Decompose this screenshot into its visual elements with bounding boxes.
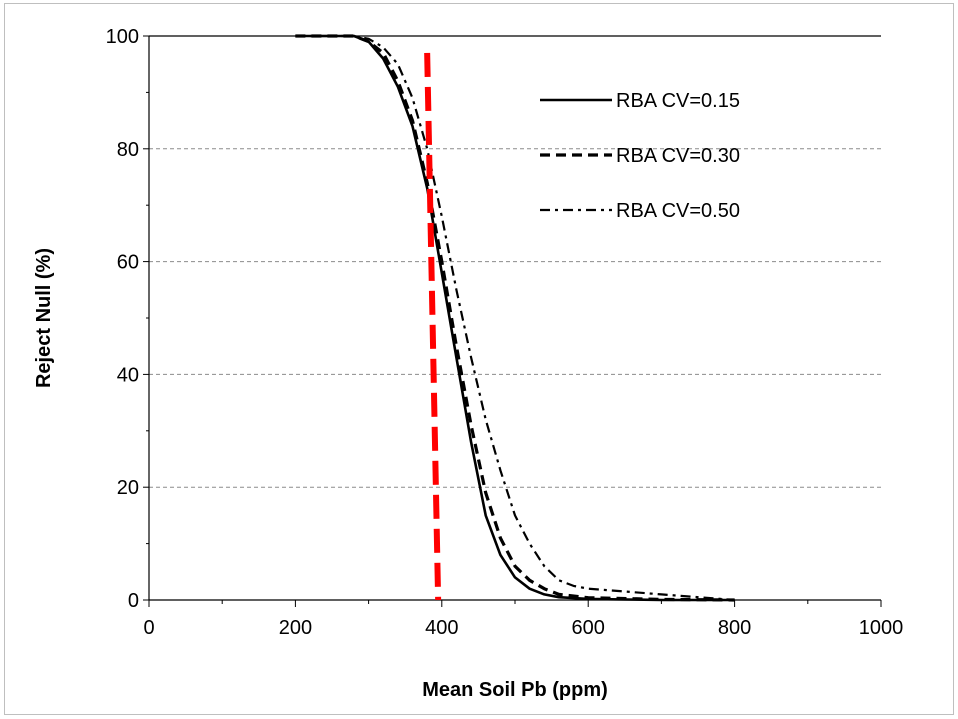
series-line-rba-cv-0-30 xyxy=(295,34,735,602)
x-tick-label: 200 xyxy=(279,617,312,639)
legend-label: RBA CV=0.30 xyxy=(616,145,740,167)
series-line-rba-cv-0-50 xyxy=(295,34,735,602)
x-tick-label: 1000 xyxy=(859,617,904,639)
x-tick-label: 0 xyxy=(143,617,154,639)
y-tick-label: 100 xyxy=(106,26,139,48)
gridlines xyxy=(149,35,881,488)
x-tick-label: 800 xyxy=(718,617,751,639)
series-layer xyxy=(295,34,735,602)
y-axis-title: Reject Null (%) xyxy=(33,248,55,388)
y-tick-label: 0 xyxy=(128,590,139,612)
reference-line xyxy=(424,52,442,601)
series-line-rba-cv-0-15 xyxy=(295,34,735,602)
x-tick-label: 400 xyxy=(425,617,458,639)
y-tick-label: 40 xyxy=(117,364,139,386)
y-tick-label: 80 xyxy=(117,139,139,161)
chart-area xyxy=(4,3,954,715)
y-tick-label: 20 xyxy=(117,477,139,499)
y-tick-label: 60 xyxy=(117,252,139,274)
legend-label: RBA CV=0.50 xyxy=(616,200,740,222)
legend: RBA CV=0.15 RBA CV=0.30 RBA CV=0.50 xyxy=(540,90,740,222)
x-tick-label: 600 xyxy=(572,617,605,639)
x-axis-title: Mean Soil Pb (ppm) xyxy=(422,679,608,701)
legend-label: RBA CV=0.15 xyxy=(616,90,740,112)
